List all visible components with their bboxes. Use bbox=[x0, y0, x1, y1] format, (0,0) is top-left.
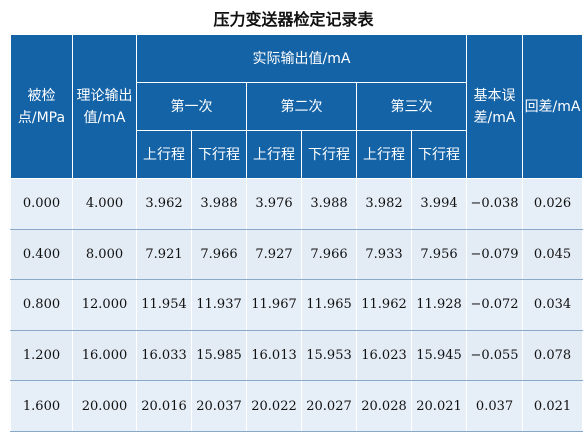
down-value-cell: 11.965 bbox=[301, 279, 357, 331]
up-value-cell: 3.982 bbox=[356, 178, 412, 230]
down-value-cell: 7.956 bbox=[410, 228, 468, 281]
down-value-cell: 7.966 bbox=[301, 228, 357, 281]
header-run-3: 第三次 bbox=[355, 82, 468, 131]
up-value-cell: 11.967 bbox=[246, 279, 302, 331]
header-actual-output: 实际输出值/mA bbox=[135, 34, 468, 83]
calibration-table: 被检点/MPa 理论输出值/mA 实际输出值/mA 基本误差/mA 回差/mA … bbox=[10, 34, 584, 432]
theory-cell: 20.000 bbox=[72, 380, 137, 432]
header-theory: 理论输出值/mA bbox=[72, 34, 137, 179]
down-value-cell: 20.037 bbox=[191, 380, 247, 432]
hysteresis-cell: 0.078 bbox=[522, 329, 584, 382]
down-value-cell: 11.928 bbox=[410, 279, 468, 331]
point-cell: 0.400 bbox=[10, 228, 73, 281]
theory-cell: 12.000 bbox=[72, 279, 137, 331]
header-run-2-up: 上行程 bbox=[246, 130, 302, 179]
point-cell: 0.000 bbox=[10, 178, 73, 230]
up-value-cell: 16.033 bbox=[136, 329, 192, 382]
hysteresis-cell: 0.021 bbox=[522, 380, 584, 432]
hysteresis-cell: 0.045 bbox=[522, 228, 584, 281]
up-value-cell: 3.962 bbox=[136, 178, 192, 230]
header-basic-error: 基本误差/mA bbox=[466, 34, 524, 179]
up-value-cell: 20.028 bbox=[356, 380, 412, 432]
table-row: 0.400 8.000 7.921 7.966 7.927 7.966 7.933 7.956… bbox=[10, 228, 584, 281]
theory-cell: 8.000 bbox=[72, 228, 137, 281]
theory-cell: 4.000 bbox=[72, 178, 137, 230]
point-cell: 0.800 bbox=[10, 279, 73, 331]
up-value-cell: 11.954 bbox=[136, 279, 192, 331]
hysteresis-cell: 0.026 bbox=[522, 178, 584, 230]
up-value-cell: 16.013 bbox=[246, 329, 302, 382]
table-row: 0.800 12.000 11.954 11.937 11.967 11.965 11.96… bbox=[10, 279, 584, 331]
up-value-cell: 3.976 bbox=[246, 178, 302, 230]
up-value-cell: 7.927 bbox=[246, 228, 302, 281]
up-value-cell: 11.962 bbox=[356, 279, 412, 331]
down-value-cell: 7.966 bbox=[191, 228, 247, 281]
header-checkpoint: 被检点/MPa bbox=[10, 34, 73, 179]
point-cell: 1.600 bbox=[10, 380, 73, 432]
header-run-3-down: 下行程 bbox=[410, 130, 468, 179]
error-cell: −0.072 bbox=[466, 279, 524, 331]
table-row: 0.000 4.000 3.962 3.988 3.976 3.988 3.982 3.994… bbox=[10, 178, 584, 230]
down-value-cell: 3.988 bbox=[301, 178, 357, 230]
error-cell: −0.079 bbox=[466, 228, 524, 281]
down-value-cell: 15.985 bbox=[191, 329, 247, 382]
up-value-cell: 7.933 bbox=[356, 228, 412, 281]
down-value-cell: 15.953 bbox=[301, 329, 357, 382]
header-hysteresis: 回差/mA bbox=[522, 34, 584, 179]
header-run-1-up: 上行程 bbox=[136, 130, 192, 179]
up-value-cell: 7.921 bbox=[136, 228, 192, 281]
down-value-cell: 3.988 bbox=[191, 178, 247, 230]
error-cell: −0.055 bbox=[466, 329, 524, 382]
down-value-cell: 11.937 bbox=[191, 279, 247, 331]
down-value-cell: 20.027 bbox=[301, 380, 357, 432]
error-cell: 0.037 bbox=[466, 380, 524, 432]
down-value-cell: 3.994 bbox=[410, 178, 468, 230]
error-cell: −0.038 bbox=[466, 178, 524, 230]
header-run-2: 第二次 bbox=[246, 82, 357, 131]
up-value-cell: 16.023 bbox=[356, 329, 412, 382]
up-value-cell: 20.022 bbox=[246, 380, 302, 432]
header-run-2-down: 下行程 bbox=[301, 130, 357, 179]
up-value-cell: 20.016 bbox=[136, 380, 192, 432]
header-run-1: 第一次 bbox=[136, 82, 247, 131]
table-row: 1.200 16.000 16.033 15.985 16.013 15.953 16.02… bbox=[10, 329, 584, 382]
theory-cell: 16.000 bbox=[72, 329, 137, 382]
point-cell: 1.200 bbox=[10, 329, 73, 382]
hysteresis-cell: 0.034 bbox=[522, 279, 584, 331]
header-run-3-up: 上行程 bbox=[356, 130, 412, 179]
table-title: 压力变送器检定记录表 bbox=[213, 10, 374, 29]
header-run-1-down: 下行程 bbox=[191, 130, 247, 179]
down-value-cell: 20.021 bbox=[410, 380, 468, 432]
table-row: 1.600 20.000 20.016 20.037 20.022 20.027 20.02… bbox=[10, 380, 584, 432]
down-value-cell: 15.945 bbox=[410, 329, 468, 382]
